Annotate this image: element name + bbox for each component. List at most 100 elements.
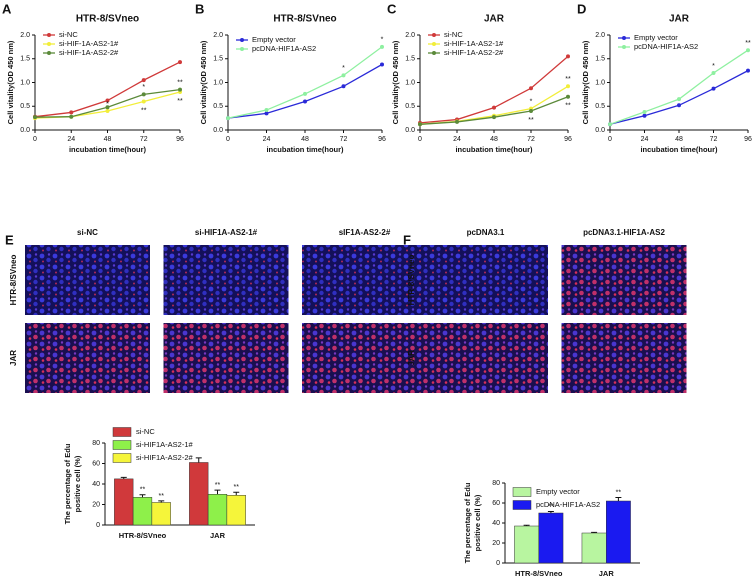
significance-label: **	[616, 489, 622, 496]
legend-marker	[240, 47, 244, 51]
x-tick-label: 0	[418, 136, 422, 143]
legend-label: pcDNA-HIF1A-AS2	[252, 44, 316, 53]
data-point	[711, 86, 716, 91]
x-tick-label: JAR	[599, 569, 615, 578]
micrograph	[561, 323, 687, 393]
data-point	[455, 119, 459, 124]
x-tick-label: HTR-8/SVneo	[119, 531, 167, 540]
row-label: HTR-8/SVneo	[9, 255, 18, 306]
micrograph	[163, 245, 289, 315]
error-bar	[233, 491, 240, 496]
error-bar	[591, 531, 598, 533]
significance-label: *	[342, 65, 345, 72]
series-line	[227, 46, 383, 119]
x-tick-label: 24	[453, 136, 461, 143]
bar	[132, 497, 153, 526]
x-tick-label: 72	[527, 136, 535, 143]
y-tick-label: 40	[492, 520, 500, 527]
micrograph	[25, 245, 150, 315]
error-bar	[523, 524, 530, 526]
x-tick-label: 48	[675, 136, 683, 143]
legend-marker	[240, 38, 244, 42]
legend-swatch	[112, 440, 132, 450]
x-tick-label: 0	[226, 136, 230, 143]
data-point	[303, 99, 307, 104]
y-tick-label: 60	[492, 500, 500, 507]
data-point	[529, 86, 533, 91]
y-axis-title: The percentage of Edu	[63, 443, 72, 524]
data-point	[341, 84, 346, 89]
series-line	[419, 96, 569, 125]
x-tick-label: 96	[564, 136, 572, 143]
significance-label: **	[177, 98, 183, 105]
y-tick-label: 1.0	[405, 79, 415, 86]
y-tick-label: 0.0	[405, 127, 415, 134]
legend-marker	[47, 51, 51, 55]
column-header: sIF1A-AS2-2#	[339, 228, 391, 237]
legend-swatch	[512, 500, 532, 510]
legend-label: si-HIF-1A-AS2-2#	[59, 48, 119, 57]
legend-label: Empty vector	[536, 487, 580, 496]
significance-label: *	[142, 84, 145, 91]
legend-marker	[432, 33, 436, 37]
y-axis-title: positive cell (%)	[473, 494, 482, 551]
legend-label: Empty vector	[252, 35, 296, 44]
data-point	[492, 105, 496, 110]
x-tick-label: 72	[710, 136, 718, 143]
data-point	[418, 122, 422, 127]
legend-swatch	[512, 487, 532, 497]
data-point	[264, 108, 269, 113]
error-bar	[120, 476, 127, 479]
data-point	[141, 92, 146, 97]
y-axis-title: Cell vitality(OD 450 nm)	[391, 40, 400, 124]
data-point	[141, 99, 146, 104]
significance-label: **	[141, 107, 147, 114]
x-tick-label: 0	[608, 136, 612, 143]
series-line	[227, 63, 383, 119]
data-point	[69, 110, 74, 115]
x-tick-label: 0	[33, 136, 37, 143]
data-point	[677, 97, 681, 102]
data-point	[566, 54, 570, 59]
column-header: si-HIF1A-AS2-1#	[195, 228, 258, 237]
bar	[151, 502, 171, 526]
data-point	[178, 60, 182, 65]
x-tick-label: 96	[176, 136, 184, 143]
x-tick-label: JAR	[210, 531, 226, 540]
panel-letter: A	[2, 1, 12, 16]
data-point	[642, 113, 647, 118]
y-tick-label: 2.0	[405, 32, 415, 39]
data-point	[746, 48, 750, 53]
bar	[606, 500, 631, 564]
y-tick-label: 0.5	[405, 103, 415, 110]
data-point	[105, 98, 110, 103]
bar	[207, 494, 228, 526]
legend-label: si-HIF-1A-AS2-2#	[444, 48, 504, 57]
error-bar	[214, 489, 221, 495]
y-tick-label: 1.5	[405, 56, 415, 63]
data-point	[566, 84, 570, 89]
data-point	[711, 71, 716, 75]
significance-label: **	[215, 482, 221, 489]
y-tick-label: 20	[92, 501, 100, 508]
data-point	[303, 91, 307, 96]
micrograph	[302, 323, 427, 393]
legend-label: si-HIF1A-AS2-1#	[136, 440, 194, 449]
data-point	[69, 114, 74, 119]
x-tick-label: 48	[490, 136, 498, 143]
legend-swatch	[112, 427, 132, 437]
micrograph	[423, 323, 548, 393]
series-line	[419, 55, 569, 124]
data-point	[642, 109, 647, 114]
significance-label: *	[106, 101, 109, 108]
x-tick-label: 24	[263, 136, 271, 143]
legend-marker	[432, 51, 436, 55]
x-tick-label: 96	[378, 136, 386, 143]
bar	[514, 525, 540, 564]
x-tick-label: 48	[301, 136, 309, 143]
column-header: pcDNA3.1	[467, 228, 505, 237]
significance-label: **	[745, 40, 751, 47]
y-tick-label: 1.0	[213, 79, 223, 86]
chart-title: HTR-8/SVneo	[76, 14, 139, 25]
